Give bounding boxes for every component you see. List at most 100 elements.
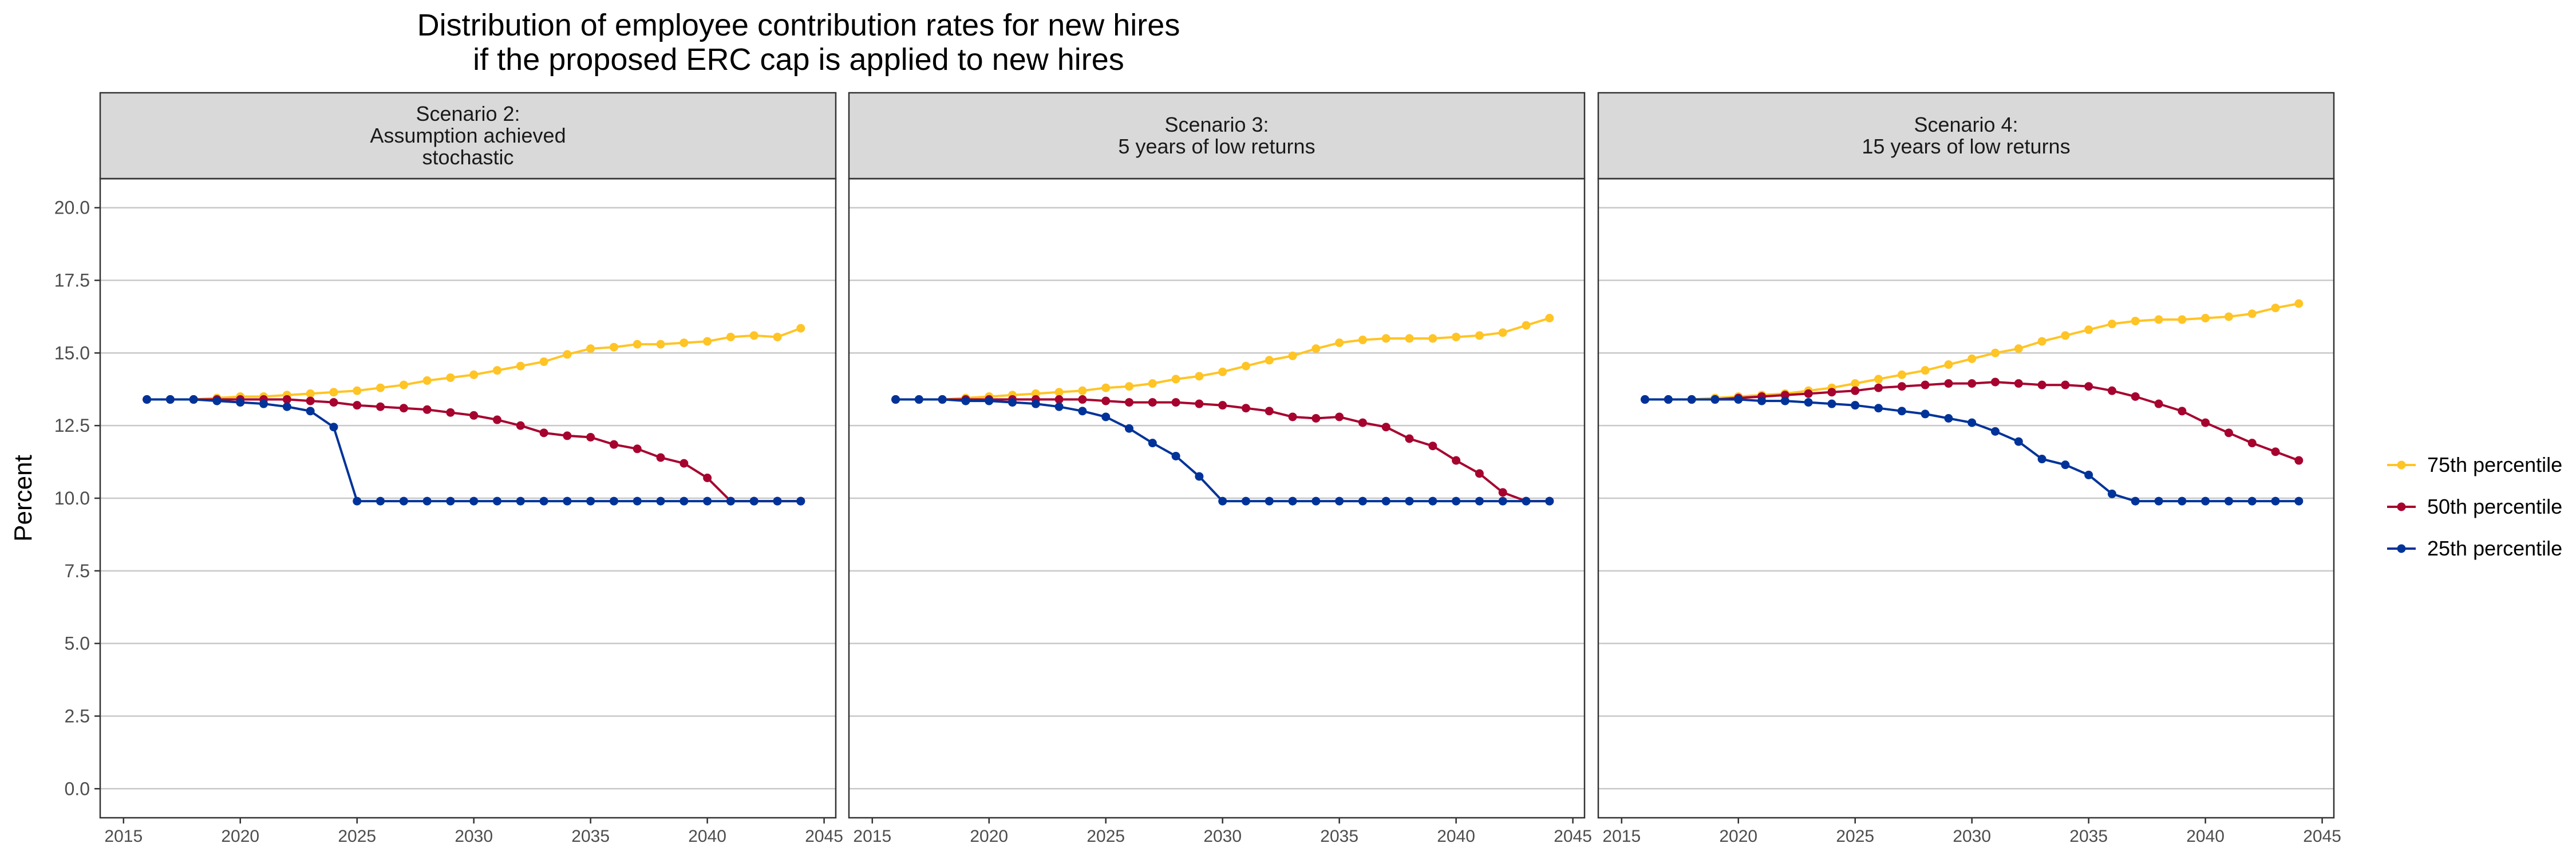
data-point-p75 <box>516 361 525 371</box>
data-point-p75 <box>1874 375 1883 384</box>
data-point-p50 <box>1990 377 2000 387</box>
legend-label: 75th percentile <box>2427 453 2562 476</box>
data-point-p25 <box>1921 409 1930 419</box>
data-point-p25 <box>1241 497 1250 506</box>
data-point-p25 <box>749 497 758 506</box>
x-tick-label: 2025 <box>1836 827 1874 846</box>
data-point-p25 <box>703 497 712 506</box>
data-point-p50 <box>492 415 501 424</box>
data-point-p25 <box>2084 470 2093 479</box>
y-tick-label: 20.0 <box>54 198 90 218</box>
data-point-p25 <box>679 497 689 506</box>
data-point-p75 <box>1358 336 1367 345</box>
data-point-p50 <box>1897 382 1906 391</box>
data-point-p50 <box>679 459 689 468</box>
data-point-p50 <box>1288 412 1297 421</box>
data-point-p25 <box>2224 497 2233 506</box>
y-axis-title: Percent <box>9 455 37 542</box>
y-tick-label: 7.5 <box>65 561 90 581</box>
facet-strip-label: 5 years of low returns <box>1118 135 1315 158</box>
data-point-p25 <box>1757 396 1767 405</box>
data-point-p50 <box>422 405 432 414</box>
facet-strip-label: Scenario 3: <box>1164 113 1269 136</box>
data-point-p25 <box>2014 437 2023 446</box>
data-point-p50 <box>282 395 291 404</box>
data-point-p25 <box>165 395 175 404</box>
data-point-p75 <box>2037 337 2046 346</box>
data-point-p50 <box>1851 386 1860 395</box>
facet-strip-label: Assumption achieved <box>370 124 566 147</box>
legend-key-point <box>2397 502 2406 511</box>
data-point-p50 <box>2154 399 2163 408</box>
facet-strip-label: stochastic <box>422 145 513 169</box>
data-point-p50 <box>2294 456 2304 465</box>
x-tick-label: 2025 <box>338 827 376 846</box>
data-point-p50 <box>1452 456 1461 465</box>
data-point-p75 <box>1148 379 1157 388</box>
data-point-p25 <box>1288 497 1297 506</box>
data-point-p75 <box>1522 321 1531 330</box>
y-tick-label: 0.0 <box>65 778 90 799</box>
data-point-p75 <box>2178 315 2187 324</box>
y-tick-label: 15.0 <box>54 342 90 363</box>
data-point-p50 <box>1967 379 1977 388</box>
data-point-p50 <box>1944 379 1953 388</box>
data-point-p75 <box>422 376 432 385</box>
data-point-p25 <box>1101 412 1111 421</box>
data-point-p50 <box>2247 439 2257 448</box>
data-point-p25 <box>586 497 595 506</box>
data-point-p75 <box>1405 334 1414 343</box>
data-point-p75 <box>353 386 362 395</box>
data-point-p25 <box>539 497 548 506</box>
data-point-p50 <box>1125 398 1134 407</box>
panel-border <box>848 178 1586 819</box>
legend-label: 50th percentile <box>2427 495 2562 518</box>
data-point-p25 <box>2131 497 2140 506</box>
data-point-p25 <box>2037 455 2046 464</box>
data-point-p25 <box>1218 497 1227 506</box>
data-point-p50 <box>1428 442 1437 451</box>
x-tick-label: 2030 <box>455 827 493 846</box>
data-point-p25 <box>1475 497 1484 506</box>
data-point-p50 <box>539 428 548 438</box>
data-point-p50 <box>2201 418 2210 427</box>
data-point-p25 <box>1428 497 1437 506</box>
data-point-p75 <box>2247 309 2257 318</box>
data-point-p75 <box>446 373 455 382</box>
y-tick-label: 2.5 <box>65 706 90 726</box>
x-tick-label: 2020 <box>970 827 1008 846</box>
data-point-p50 <box>703 473 712 482</box>
data-point-p25 <box>2247 497 2257 506</box>
data-point-p75 <box>2294 299 2304 308</box>
data-point-p50 <box>1874 383 1883 392</box>
data-point-p25 <box>1944 414 1953 423</box>
data-point-p25 <box>726 497 735 506</box>
data-point-p25 <box>376 497 385 506</box>
data-point-p75 <box>1288 351 1297 360</box>
data-point-p50 <box>1405 434 1414 443</box>
data-point-p75 <box>376 383 385 392</box>
data-point-p25 <box>914 395 923 404</box>
facet-panel: Scenario 3:5 years of low returns 2015 202… <box>848 92 1592 846</box>
x-tick-label: 2045 <box>805 827 843 846</box>
data-point-p75 <box>2084 325 2093 334</box>
data-point-p75 <box>1078 386 1087 395</box>
data-point-p25 <box>282 402 291 411</box>
data-point-p75 <box>1101 383 1111 392</box>
data-point-p75 <box>2107 320 2116 329</box>
data-point-p75 <box>399 380 408 389</box>
data-point-p50 <box>1241 404 1250 413</box>
data-point-p75 <box>1851 379 1860 388</box>
data-point-p25 <box>2061 460 2070 470</box>
x-tick-label: 2040 <box>2186 827 2225 846</box>
data-point-p75 <box>2131 317 2140 326</box>
data-point-p25 <box>1381 497 1390 506</box>
y-tick-label: 5.0 <box>65 633 90 654</box>
data-point-p50 <box>633 444 642 454</box>
data-point-p75 <box>1545 313 1554 322</box>
data-point-p25 <box>1710 395 1720 404</box>
data-point-p50 <box>1101 396 1111 405</box>
data-point-p25 <box>516 497 525 506</box>
data-point-p75 <box>1967 354 1977 364</box>
data-point-p25 <box>1054 402 1064 411</box>
